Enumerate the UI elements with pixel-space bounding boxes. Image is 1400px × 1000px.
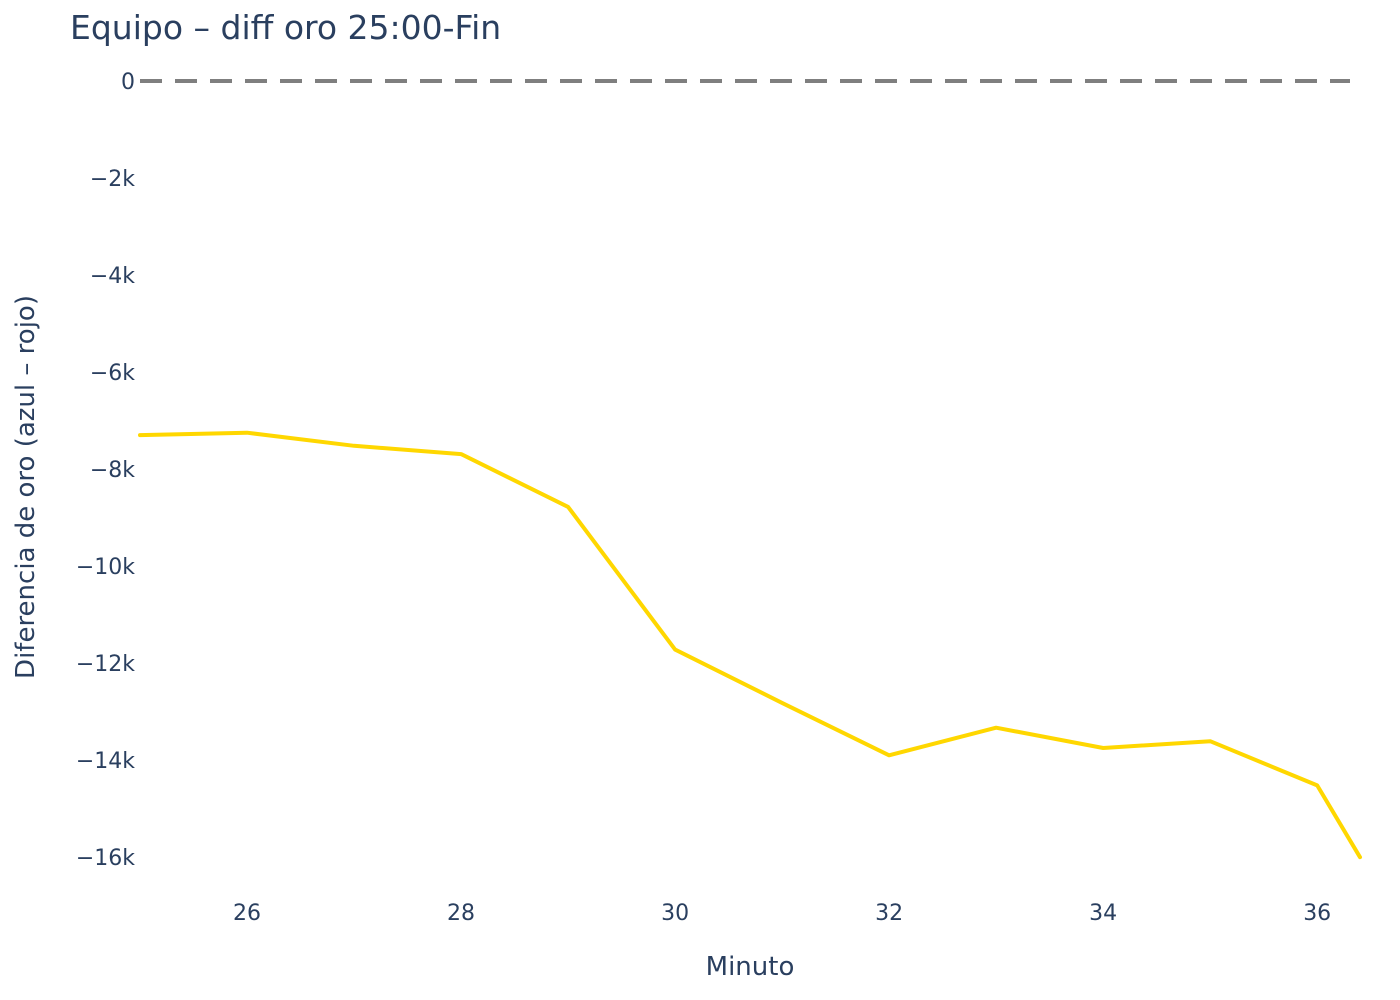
x-tick-label: 34	[1089, 901, 1117, 926]
y-tick-label: −6k	[90, 361, 135, 386]
data-point	[459, 452, 463, 456]
series-line	[138, 430, 1362, 860]
x-axis-title: Minuto	[706, 952, 795, 982]
data-point	[245, 431, 249, 435]
data-point	[1101, 746, 1105, 750]
data-point	[352, 444, 356, 448]
x-tick-label: 32	[875, 901, 903, 926]
x-tick-label: 28	[447, 901, 475, 926]
y-tick-label: −4k	[90, 264, 135, 289]
data-point	[673, 648, 677, 652]
data-point	[994, 726, 998, 730]
x-tick-label: 36	[1303, 901, 1331, 926]
data-point	[1358, 855, 1362, 859]
data-point	[566, 505, 570, 509]
y-tick-label: −10k	[76, 555, 135, 580]
x-tick-label: 26	[233, 901, 261, 926]
data-point	[887, 753, 891, 757]
y-tick-label: −8k	[90, 458, 135, 483]
y-tick-label: 0	[121, 70, 135, 95]
y-axis-ticks: 0 −2k −4k −6k −8k −10k −12k −14k −16k	[76, 70, 135, 871]
x-tick-label: 30	[661, 901, 689, 926]
y-tick-label: −14k	[76, 749, 135, 774]
y-tick-label: −16k	[76, 846, 135, 871]
data-point	[780, 701, 784, 705]
series-layer	[138, 430, 1362, 860]
data-point	[1315, 783, 1319, 787]
y-axis-title: Diferencia de oro (azul – rojo)	[11, 295, 41, 679]
data-point	[1208, 739, 1212, 743]
y-tick-label: −12k	[76, 652, 135, 677]
chart-title: Equipo – diff oro 25:00-Fin	[70, 8, 502, 47]
x-axis-ticks: 26 28 30 32 34 36	[233, 901, 1331, 926]
y-tick-label: −2k	[90, 167, 135, 192]
data-point	[138, 433, 142, 437]
